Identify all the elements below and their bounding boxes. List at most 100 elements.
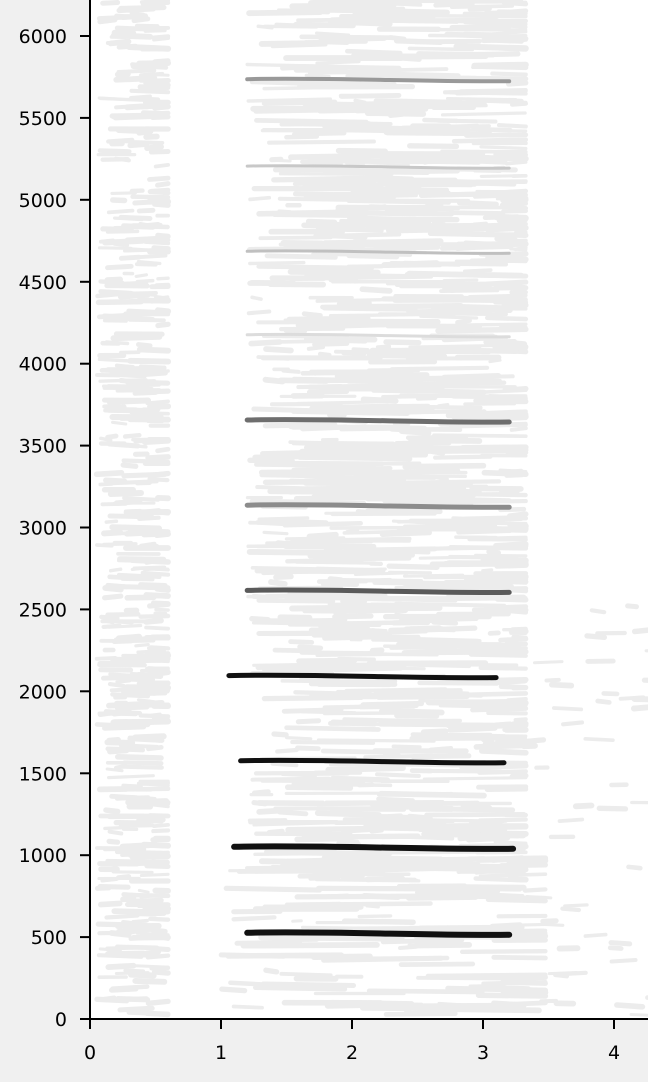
noise-stroke (118, 823, 155, 828)
noise-stroke (263, 967, 280, 975)
noise-stroke (403, 625, 442, 631)
noise-stroke (122, 760, 164, 766)
noise-stroke (484, 315, 529, 322)
noise-stroke (231, 915, 277, 922)
noise-stroke (267, 139, 376, 145)
noise-stroke (136, 672, 161, 676)
noise-stroke (426, 485, 467, 492)
noise-stroke (115, 753, 164, 761)
noise-stroke (117, 1005, 155, 1013)
noise-stroke (291, 901, 342, 907)
y-tick-label: 3500 (19, 436, 67, 458)
noise-stroke (139, 872, 170, 878)
noise-stroke (438, 311, 508, 317)
noise-stroke (398, 961, 476, 967)
noise-stroke (113, 819, 152, 826)
noise-stroke (140, 780, 171, 786)
noise-stroke (270, 761, 299, 768)
noise-stroke (297, 644, 324, 651)
noise-stroke (631, 627, 648, 635)
noise-stroke (487, 630, 501, 636)
noise-stroke (402, 573, 465, 578)
noise-stroke (513, 245, 528, 252)
noise-stroke (273, 573, 294, 580)
noise-stroke (155, 446, 171, 454)
noise-stroke (355, 100, 478, 106)
noise-stroke (351, 347, 370, 352)
noise-stroke (490, 38, 524, 44)
noise-stroke (252, 662, 349, 667)
noise-stroke (513, 717, 528, 722)
noise-stroke (308, 875, 341, 881)
noise-stroke (448, 554, 519, 560)
noise-stroke (261, 99, 338, 106)
noise-stroke (328, 312, 448, 318)
noise-stroke (149, 1012, 170, 1018)
noise-stroke (107, 747, 130, 755)
noise-stroke (308, 627, 377, 634)
noise-stroke (147, 476, 170, 483)
noise-stroke (533, 660, 564, 665)
noise-stroke (313, 555, 412, 562)
noise-stroke (425, 972, 548, 979)
noise-stroke (345, 161, 365, 166)
noise-stroke (501, 208, 528, 214)
noise-stroke (107, 623, 143, 629)
noise-stroke (104, 519, 119, 524)
harmonic-line-9 (238, 757, 507, 766)
noise-stroke (148, 403, 170, 409)
noise-stroke (268, 858, 351, 864)
noise-stroke (321, 955, 444, 963)
noise-stroke (426, 865, 514, 873)
noise-stroke (353, 424, 428, 431)
noise-stroke (561, 720, 585, 727)
noise-stroke (284, 784, 354, 791)
noise-stroke (256, 209, 349, 217)
noise-stroke (482, 388, 528, 394)
noise-stroke (145, 399, 170, 406)
noise-stroke (329, 809, 356, 814)
noise-stroke (357, 320, 389, 326)
noise-stroke (96, 14, 130, 21)
noise-stroke (106, 208, 135, 215)
noise-stroke (107, 946, 123, 954)
noise-stroke (407, 143, 460, 150)
noise-stroke (460, 949, 548, 954)
noise-stroke (421, 662, 519, 668)
noise-stroke (449, 210, 506, 216)
noise-stroke (379, 529, 432, 537)
noise-stroke (398, 297, 513, 303)
noise-stroke (401, 224, 503, 232)
noise-stroke (132, 198, 171, 206)
noise-stroke (268, 579, 288, 587)
noise-stroke (379, 157, 481, 165)
noise-stroke (144, 144, 164, 151)
noise-stroke (291, 470, 406, 475)
noise-stroke (337, 123, 364, 129)
noise-stroke (487, 831, 528, 837)
noise-stroke (470, 706, 529, 713)
noise-stroke (329, 169, 402, 174)
noise-stroke (357, 914, 393, 919)
noise-stroke (321, 304, 418, 312)
noise-stroke (375, 344, 392, 350)
noise-stroke (317, 351, 332, 358)
noise-stroke (352, 10, 436, 17)
noise-stroke (415, 395, 438, 401)
noise-stroke (419, 1005, 542, 1014)
noise-stroke (107, 490, 144, 497)
noise-stroke (318, 624, 370, 630)
noise-stroke (358, 215, 441, 222)
noise-stroke (595, 698, 612, 705)
noise-stroke (284, 725, 381, 732)
noise-stroke (453, 303, 507, 311)
noise-stroke (437, 1001, 467, 1008)
noise-stroke (155, 232, 171, 239)
noise-stroke (509, 426, 528, 432)
noise-stroke (132, 96, 161, 102)
noise-stroke (97, 246, 133, 250)
x-tick-label: 1 (215, 1042, 227, 1064)
noise-stroke (433, 1, 475, 8)
noise-stroke (279, 971, 333, 978)
noise-stroke (420, 491, 466, 497)
